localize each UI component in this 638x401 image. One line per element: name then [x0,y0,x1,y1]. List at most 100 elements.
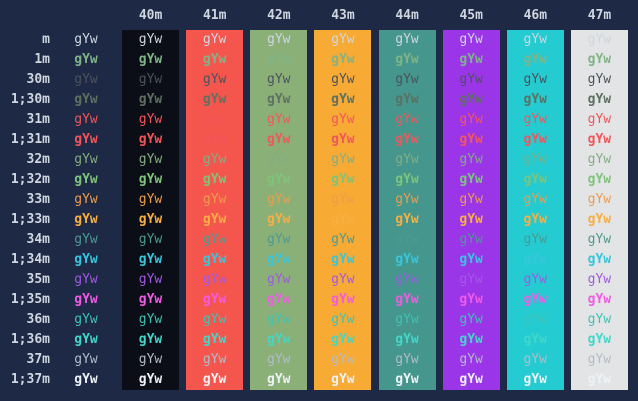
ansi-color-cell: gYw [506,350,571,370]
terminal-row: 37m gYw gYw gYw gYw gYw gYw gYw gYw gYw [0,350,635,370]
ansi-color-cell: gYw [378,70,443,90]
ansi-color-cell: gYw [122,350,186,370]
ansi-color-cell: gYw [250,130,314,150]
row-label: 1;36m [10,332,50,347]
ansi-color-cell: gYw [506,310,571,330]
ansi-color-cell: gYw [314,330,378,350]
ansi-color-cell: gYw [186,270,250,290]
ansi-color-cell: gYw [186,170,250,190]
ansi-color-cell: gYw [314,270,378,290]
ansi-color-cell: gYw [314,110,378,130]
ansi-color-cell: gYw [122,270,186,290]
ansi-color-cell: gYw [442,230,507,250]
ansi-color-cell: gYw [378,270,443,290]
default-bg-cell: gYw [74,132,98,147]
ansi-color-cell: gYw [314,170,378,190]
ansi-color-cell: gYw [442,350,507,370]
ansi-color-cell: gYw [250,30,314,50]
ansi-color-cell: gYw [506,150,571,170]
ansi-color-cell: gYw [506,250,571,270]
ansi-color-cell: gYw [314,210,378,230]
ansi-color-cell: gYw [186,290,250,310]
ansi-color-cell: gYw [314,190,378,210]
default-bg-cell: gYw [74,332,98,347]
ansi-color-cell: gYw [186,230,250,250]
ansi-color-cell: gYw [442,310,507,330]
color-grid: m gYw gYw gYw gYw gYw gYw gYw gYw gYw 1m gYw gY… [0,30,635,390]
ansi-color-cell: gYw [250,330,314,350]
ansi-color-cell: gYw [122,130,186,150]
ansi-color-cell: gYw [570,170,635,190]
ansi-color-cell: gYw [122,310,186,330]
ansi-color-cell: gYw [314,310,378,330]
ansi-color-cell: gYw [250,190,314,210]
ansi-color-cell: gYw [378,330,443,350]
ansi-color-cell: gYw [314,370,378,390]
ansi-color-cell: gYw [570,90,635,110]
ansi-color-cell: gYw [506,70,571,90]
ansi-color-cell: gYw [506,290,571,310]
default-bg-cell: gYw [74,212,98,227]
ansi-color-cell: gYw [122,250,186,270]
ansi-color-cell: gYw [250,270,314,290]
ansi-color-cell: gYw [314,290,378,310]
ansi-color-cell: gYw [506,170,571,190]
row-label: 35m [26,272,50,287]
ansi-color-cell: gYw [570,230,635,250]
ansi-color-cell: gYw [506,230,571,250]
ansi-color-cell: gYw [378,250,443,270]
ansi-color-cell: gYw [442,90,507,110]
row-label: 1;33m [10,212,50,227]
ansi-color-cell: gYw [250,50,314,70]
ansi-color-cell: gYw [186,70,250,90]
terminal-row: m gYw gYw gYw gYw gYw gYw gYw gYw gYw [0,30,635,50]
ansi-color-cell: gYw [250,310,314,330]
row-label: 1;35m [10,292,50,307]
terminal-row: 36m gYw gYw gYw gYw gYw gYw gYw gYw gYw [0,310,635,330]
ansi-color-cell: gYw [442,110,507,130]
ansi-color-cell: gYw [378,130,443,150]
ansi-color-cell: gYw [506,270,571,290]
default-bg-cell: gYw [74,292,98,307]
ansi-color-cell: gYw [122,170,186,190]
ansi-color-cell: gYw [506,130,571,150]
ansi-color-cell: gYw [314,230,378,250]
ansi-color-cell: gYw [442,370,507,390]
ansi-color-cell: gYw [186,250,250,270]
ansi-color-cell: gYw [122,50,186,70]
ansi-color-cell: gYw [186,370,250,390]
ansi-color-cell: gYw [186,50,250,70]
default-bg-cell: gYw [74,372,98,387]
ansi-color-cell: gYw [442,330,507,350]
ansi-color-cell: gYw [378,30,443,50]
default-bg-cell: gYw [74,352,98,367]
ansi-color-cell: gYw [250,250,314,270]
ansi-color-cell: gYw [122,190,186,210]
default-bg-cell: gYw [74,272,98,287]
ansi-color-cell: gYw [442,30,507,50]
row-label: 1;32m [10,172,50,187]
ansi-color-cell: gYw [122,370,186,390]
ansi-color-cell: gYw [122,330,186,350]
ansi-color-cell: gYw [570,30,635,50]
ansi-color-cell: gYw [506,30,571,50]
ansi-color-cell: gYw [122,290,186,310]
ansi-color-cell: gYw [570,210,635,230]
ansi-color-cell: gYw [442,270,507,290]
ansi-color-cell: gYw [314,30,378,50]
ansi-color-cell: gYw [442,190,507,210]
terminal-row: 33m gYw gYw gYw gYw gYw gYw gYw gYw gYw [0,190,635,210]
ansi-color-cell: gYw [186,130,250,150]
ansi-color-cell: gYw [122,110,186,130]
default-bg-cell: gYw [74,232,98,247]
ansi-color-cell: gYw [250,290,314,310]
ansi-color-cell: gYw [122,230,186,250]
column-header: 42m [267,8,291,23]
terminal-row: 1;30m gYw gYw gYw gYw gYw gYw gYw gYw gYw [0,90,635,110]
row-label: 1;31m [10,132,50,147]
default-bg-cell: gYw [74,52,98,67]
terminal-row: 1;32m gYw gYw gYw gYw gYw gYw gYw gYw gYw [0,170,635,190]
column-header: 47m [587,8,612,23]
ansi-color-cell: gYw [570,290,635,310]
